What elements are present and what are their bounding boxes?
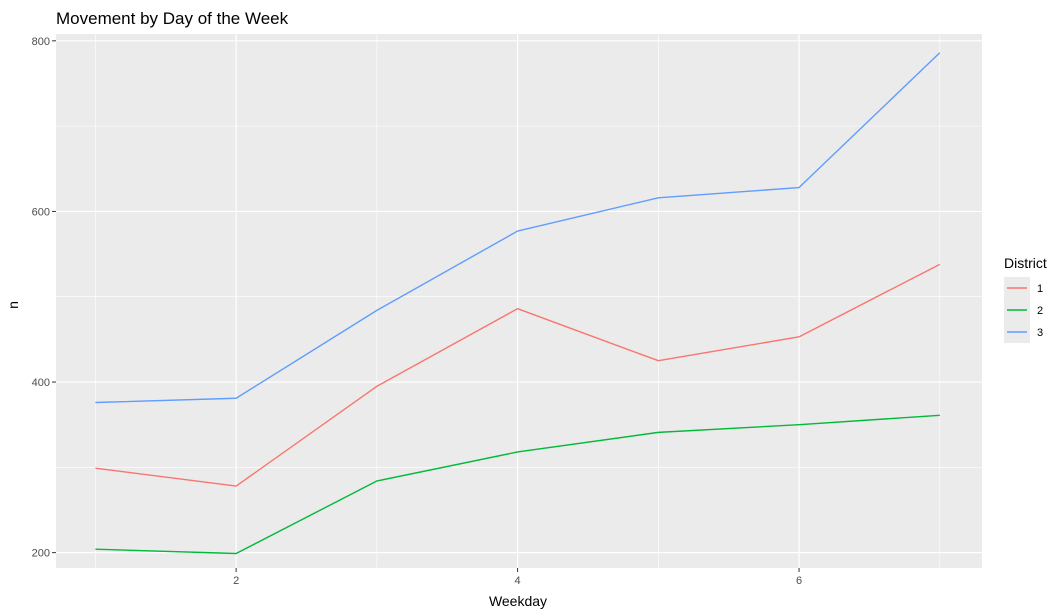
x-tick-label: 6 — [796, 575, 802, 587]
y-tick-label: 800 — [32, 36, 50, 48]
chart-title: Movement by Day of the Week — [56, 9, 289, 28]
x-tick-label: 4 — [515, 575, 521, 587]
y-tick-label: 400 — [32, 377, 50, 389]
series-lines — [95, 52, 941, 555]
y-axis: 200 400 600 800 — [32, 36, 56, 560]
series-line-district-2 — [95, 414, 940, 555]
legend-title: District — [1004, 255, 1047, 271]
y-tick-label: 600 — [32, 206, 50, 218]
minor-grid — [56, 34, 982, 568]
legend-label-1: 1 — [1037, 283, 1043, 295]
legend: District 1 2 3 — [1004, 255, 1047, 343]
legend-label-2: 2 — [1037, 305, 1043, 317]
x-axis: 2 4 6 — [233, 568, 802, 587]
y-tick-label: 200 — [32, 548, 50, 560]
x-tick-label: 2 — [233, 575, 239, 587]
x-axis-title: Weekday — [489, 593, 547, 609]
series-line-district-3 — [95, 52, 941, 404]
legend-label-3: 3 — [1037, 327, 1043, 339]
y-axis-title: n — [5, 301, 21, 309]
series-line-district-1 — [95, 263, 941, 487]
plot-panel — [56, 34, 982, 568]
